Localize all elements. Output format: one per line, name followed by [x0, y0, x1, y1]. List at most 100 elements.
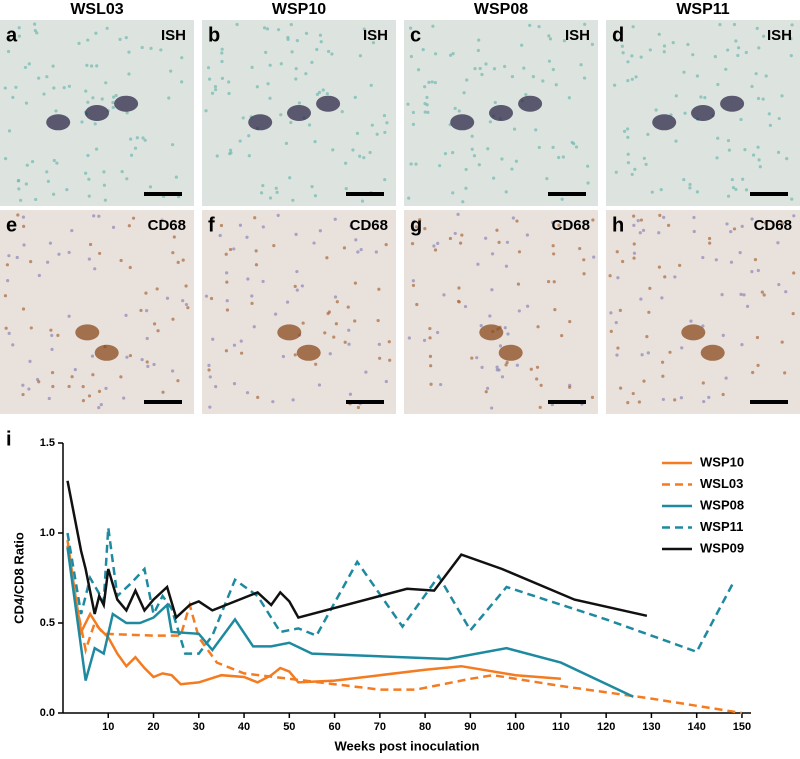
- stain: [652, 114, 677, 131]
- cell: [757, 46, 761, 50]
- cell: [3, 157, 8, 161]
- cell: [767, 112, 771, 116]
- cell: [744, 50, 748, 55]
- cell: [659, 187, 663, 192]
- micrograph: g CD68: [404, 210, 598, 414]
- cell: [384, 379, 388, 384]
- cell: [708, 241, 712, 245]
- cell: [288, 176, 292, 180]
- cell: [758, 165, 762, 169]
- cell: [208, 375, 212, 379]
- cell: [673, 275, 677, 279]
- series-line: [66, 545, 561, 686]
- cell: [55, 161, 59, 165]
- cell: [505, 240, 510, 244]
- cell: [557, 223, 561, 227]
- panel-label: CD68: [552, 217, 590, 234]
- cell: [490, 252, 495, 256]
- cell: [663, 275, 667, 279]
- cell: [640, 353, 644, 357]
- cell: [692, 229, 696, 234]
- cell: [176, 379, 180, 383]
- cell: [333, 217, 337, 221]
- cell: [528, 23, 532, 27]
- cell: [284, 141, 289, 145]
- cell: [780, 340, 784, 344]
- cell: [387, 340, 391, 344]
- legend-label: WSP10: [700, 454, 744, 469]
- cell: [326, 311, 330, 316]
- cell: [333, 295, 338, 299]
- column-header: WSL03: [70, 1, 123, 18]
- cell: [671, 41, 675, 45]
- cell: [620, 44, 624, 48]
- cell: [756, 96, 761, 101]
- cell: [406, 102, 410, 106]
- cell: [476, 48, 480, 53]
- cell: [229, 151, 233, 155]
- cell: [97, 214, 101, 218]
- cell: [428, 326, 432, 331]
- panel-label: ISH: [565, 27, 590, 44]
- cell: [161, 390, 165, 394]
- cell: [562, 39, 567, 43]
- cell: [761, 97, 765, 101]
- cell: [318, 33, 323, 37]
- cell: [228, 247, 233, 252]
- cell: [225, 299, 229, 303]
- cell: [246, 277, 250, 281]
- cell: [459, 241, 463, 245]
- cell: [626, 135, 630, 139]
- cell: [703, 96, 707, 100]
- cell: [432, 244, 436, 248]
- cell: [500, 375, 505, 379]
- cell: [662, 44, 667, 48]
- cell: [678, 263, 682, 267]
- cell: [484, 236, 488, 240]
- legend-label: WSL03: [700, 476, 743, 491]
- cell: [47, 396, 51, 401]
- cell: [428, 336, 432, 340]
- cell: [668, 350, 672, 354]
- cell: [436, 241, 440, 245]
- cell: [122, 396, 126, 400]
- cell: [428, 354, 433, 359]
- stain: [46, 114, 71, 131]
- cell: [235, 22, 239, 27]
- cell: [739, 117, 743, 122]
- cell: [534, 128, 538, 132]
- cell: [716, 136, 720, 140]
- cell: [54, 109, 58, 113]
- cell: [4, 326, 8, 330]
- cell: [785, 156, 789, 161]
- cell: [213, 85, 218, 89]
- cell: [582, 272, 586, 276]
- cell: [256, 395, 260, 399]
- cell: [215, 154, 219, 158]
- cell: [713, 55, 717, 59]
- cell: [294, 67, 298, 71]
- cell: [590, 42, 594, 47]
- cell: [626, 60, 630, 64]
- cell: [88, 242, 93, 247]
- cell: [16, 179, 20, 183]
- cell: [551, 220, 555, 225]
- panel-label: ISH: [161, 27, 186, 44]
- column-header: WSP08: [474, 1, 528, 18]
- cell: [780, 222, 785, 226]
- cell: [497, 240, 501, 244]
- cell: [645, 335, 649, 339]
- cell: [567, 96, 571, 100]
- cell: [666, 223, 671, 228]
- cell: [789, 54, 793, 58]
- cell: [331, 148, 335, 152]
- cell: [751, 370, 755, 375]
- cell: [683, 111, 687, 115]
- cell: [456, 299, 461, 303]
- stain: [498, 344, 523, 361]
- cell: [382, 113, 387, 118]
- cell: [702, 399, 706, 404]
- cell: [757, 158, 761, 162]
- cell: [3, 294, 8, 298]
- cell: [411, 122, 416, 126]
